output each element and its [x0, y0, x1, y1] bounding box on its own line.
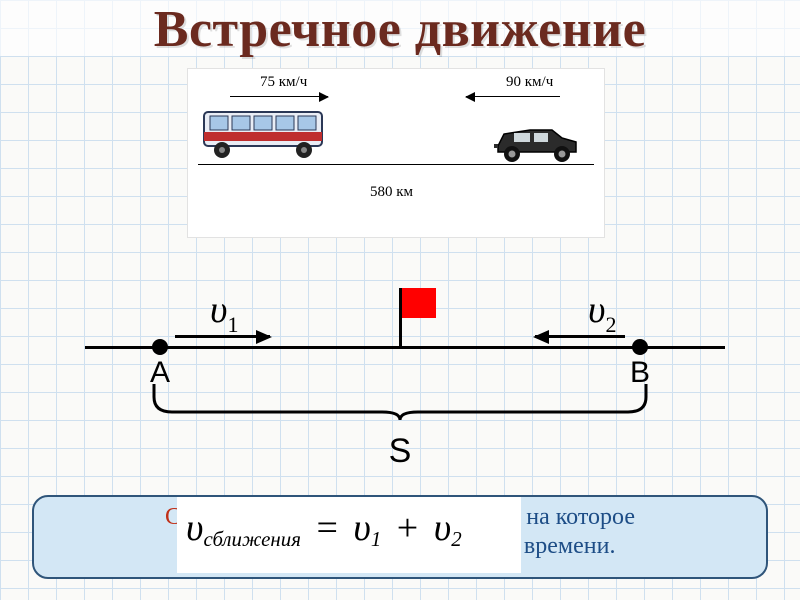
- distance-s-label: S: [389, 432, 412, 471]
- ground-line: [198, 164, 594, 165]
- distance-label: 580 км: [370, 184, 413, 201]
- closing-speed-formula: υсближения = υ1 + υ2: [186, 506, 462, 552]
- car-icon: [490, 124, 584, 164]
- subscript: 1: [371, 527, 381, 551]
- flag-icon: [402, 288, 436, 318]
- velocity-2-arrow: [535, 335, 625, 338]
- equals-sign: =: [310, 507, 343, 549]
- subscript: 1: [227, 312, 238, 337]
- velocity-1-arrow: [175, 335, 270, 338]
- subscript: 2: [605, 312, 616, 337]
- point-a: [152, 339, 168, 355]
- upsilon-symbol: υ: [434, 507, 451, 549]
- subscript-closing: сближения: [203, 527, 301, 551]
- point-b: [632, 339, 648, 355]
- velocity-2-label: υ2: [588, 288, 616, 338]
- car-arrow: [466, 96, 560, 97]
- page-title: Встречное движение: [0, 0, 800, 59]
- number-line: [85, 346, 725, 349]
- upsilon-symbol: υ: [186, 507, 203, 549]
- bus-speed-label: 75 км/ч: [260, 74, 307, 91]
- plus-sign: +: [391, 507, 424, 549]
- upsilon-symbol: υ: [210, 289, 227, 331]
- velocity-1-label: υ1: [210, 288, 238, 338]
- car-speed-label: 90 км/ч: [506, 74, 553, 91]
- bus-icon: [200, 106, 330, 162]
- bus-arrow: [230, 96, 328, 97]
- upsilon-symbol: υ: [353, 507, 370, 549]
- subscript: 2: [451, 527, 461, 551]
- distance-brace: [152, 382, 648, 422]
- upsilon-symbol: υ: [588, 289, 605, 331]
